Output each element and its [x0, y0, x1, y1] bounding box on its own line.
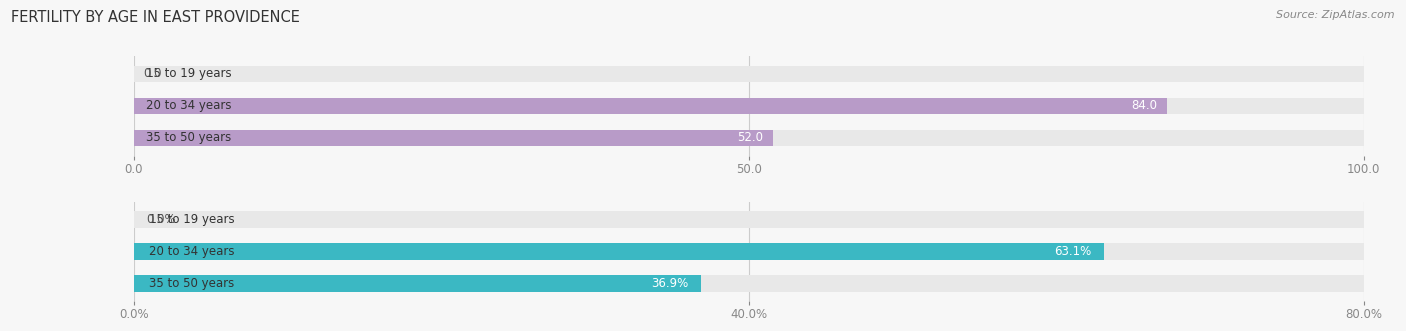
Text: 36.9%: 36.9% [651, 277, 689, 290]
Text: 84.0: 84.0 [1132, 99, 1157, 113]
Bar [134, 98, 1364, 114]
Bar [134, 211, 1364, 228]
Bar [134, 275, 702, 292]
Bar [134, 130, 773, 146]
Bar [134, 243, 1104, 260]
Text: 20 to 34 years: 20 to 34 years [149, 245, 235, 258]
Text: 35 to 50 years: 35 to 50 years [146, 131, 231, 144]
Text: 15 to 19 years: 15 to 19 years [149, 213, 235, 226]
Bar [134, 66, 1364, 82]
Text: Source: ZipAtlas.com: Source: ZipAtlas.com [1277, 10, 1395, 20]
Text: 20 to 34 years: 20 to 34 years [146, 99, 232, 113]
Bar [134, 275, 1364, 292]
Text: 15 to 19 years: 15 to 19 years [146, 68, 232, 80]
Text: 0.0%: 0.0% [146, 213, 176, 226]
Text: 52.0: 52.0 [738, 131, 763, 144]
Bar [134, 98, 1167, 114]
Bar [134, 243, 1364, 260]
Text: 35 to 50 years: 35 to 50 years [149, 277, 235, 290]
Bar [134, 130, 1364, 146]
Text: 0.0: 0.0 [143, 68, 162, 80]
Text: 63.1%: 63.1% [1054, 245, 1091, 258]
Text: FERTILITY BY AGE IN EAST PROVIDENCE: FERTILITY BY AGE IN EAST PROVIDENCE [11, 10, 299, 25]
